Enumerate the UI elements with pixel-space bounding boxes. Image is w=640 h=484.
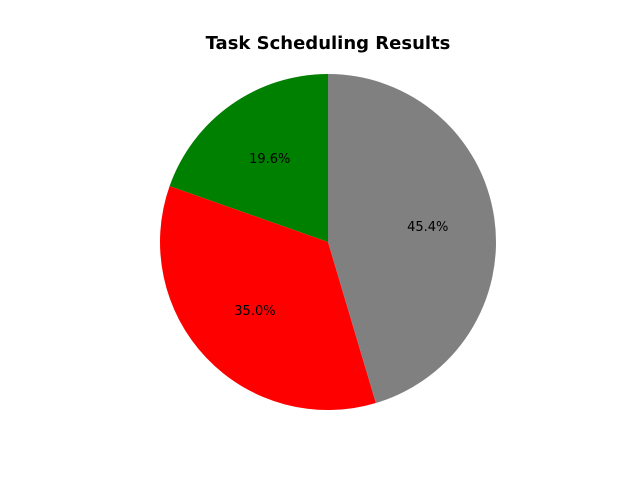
pie-slice [160, 186, 376, 410]
pie-slice [169, 74, 328, 242]
pie-labels: 19.6% 35.0% 45.4% [234, 152, 448, 319]
pie-slice [328, 74, 496, 404]
pie-slice-label: 19.6% [249, 152, 290, 167]
pie-slice-label: 35.0% [234, 304, 275, 319]
chart-title: Task Scheduling Results [206, 33, 451, 54]
pie-slices [160, 74, 496, 410]
pie-slice-label: 45.4% [407, 220, 448, 235]
